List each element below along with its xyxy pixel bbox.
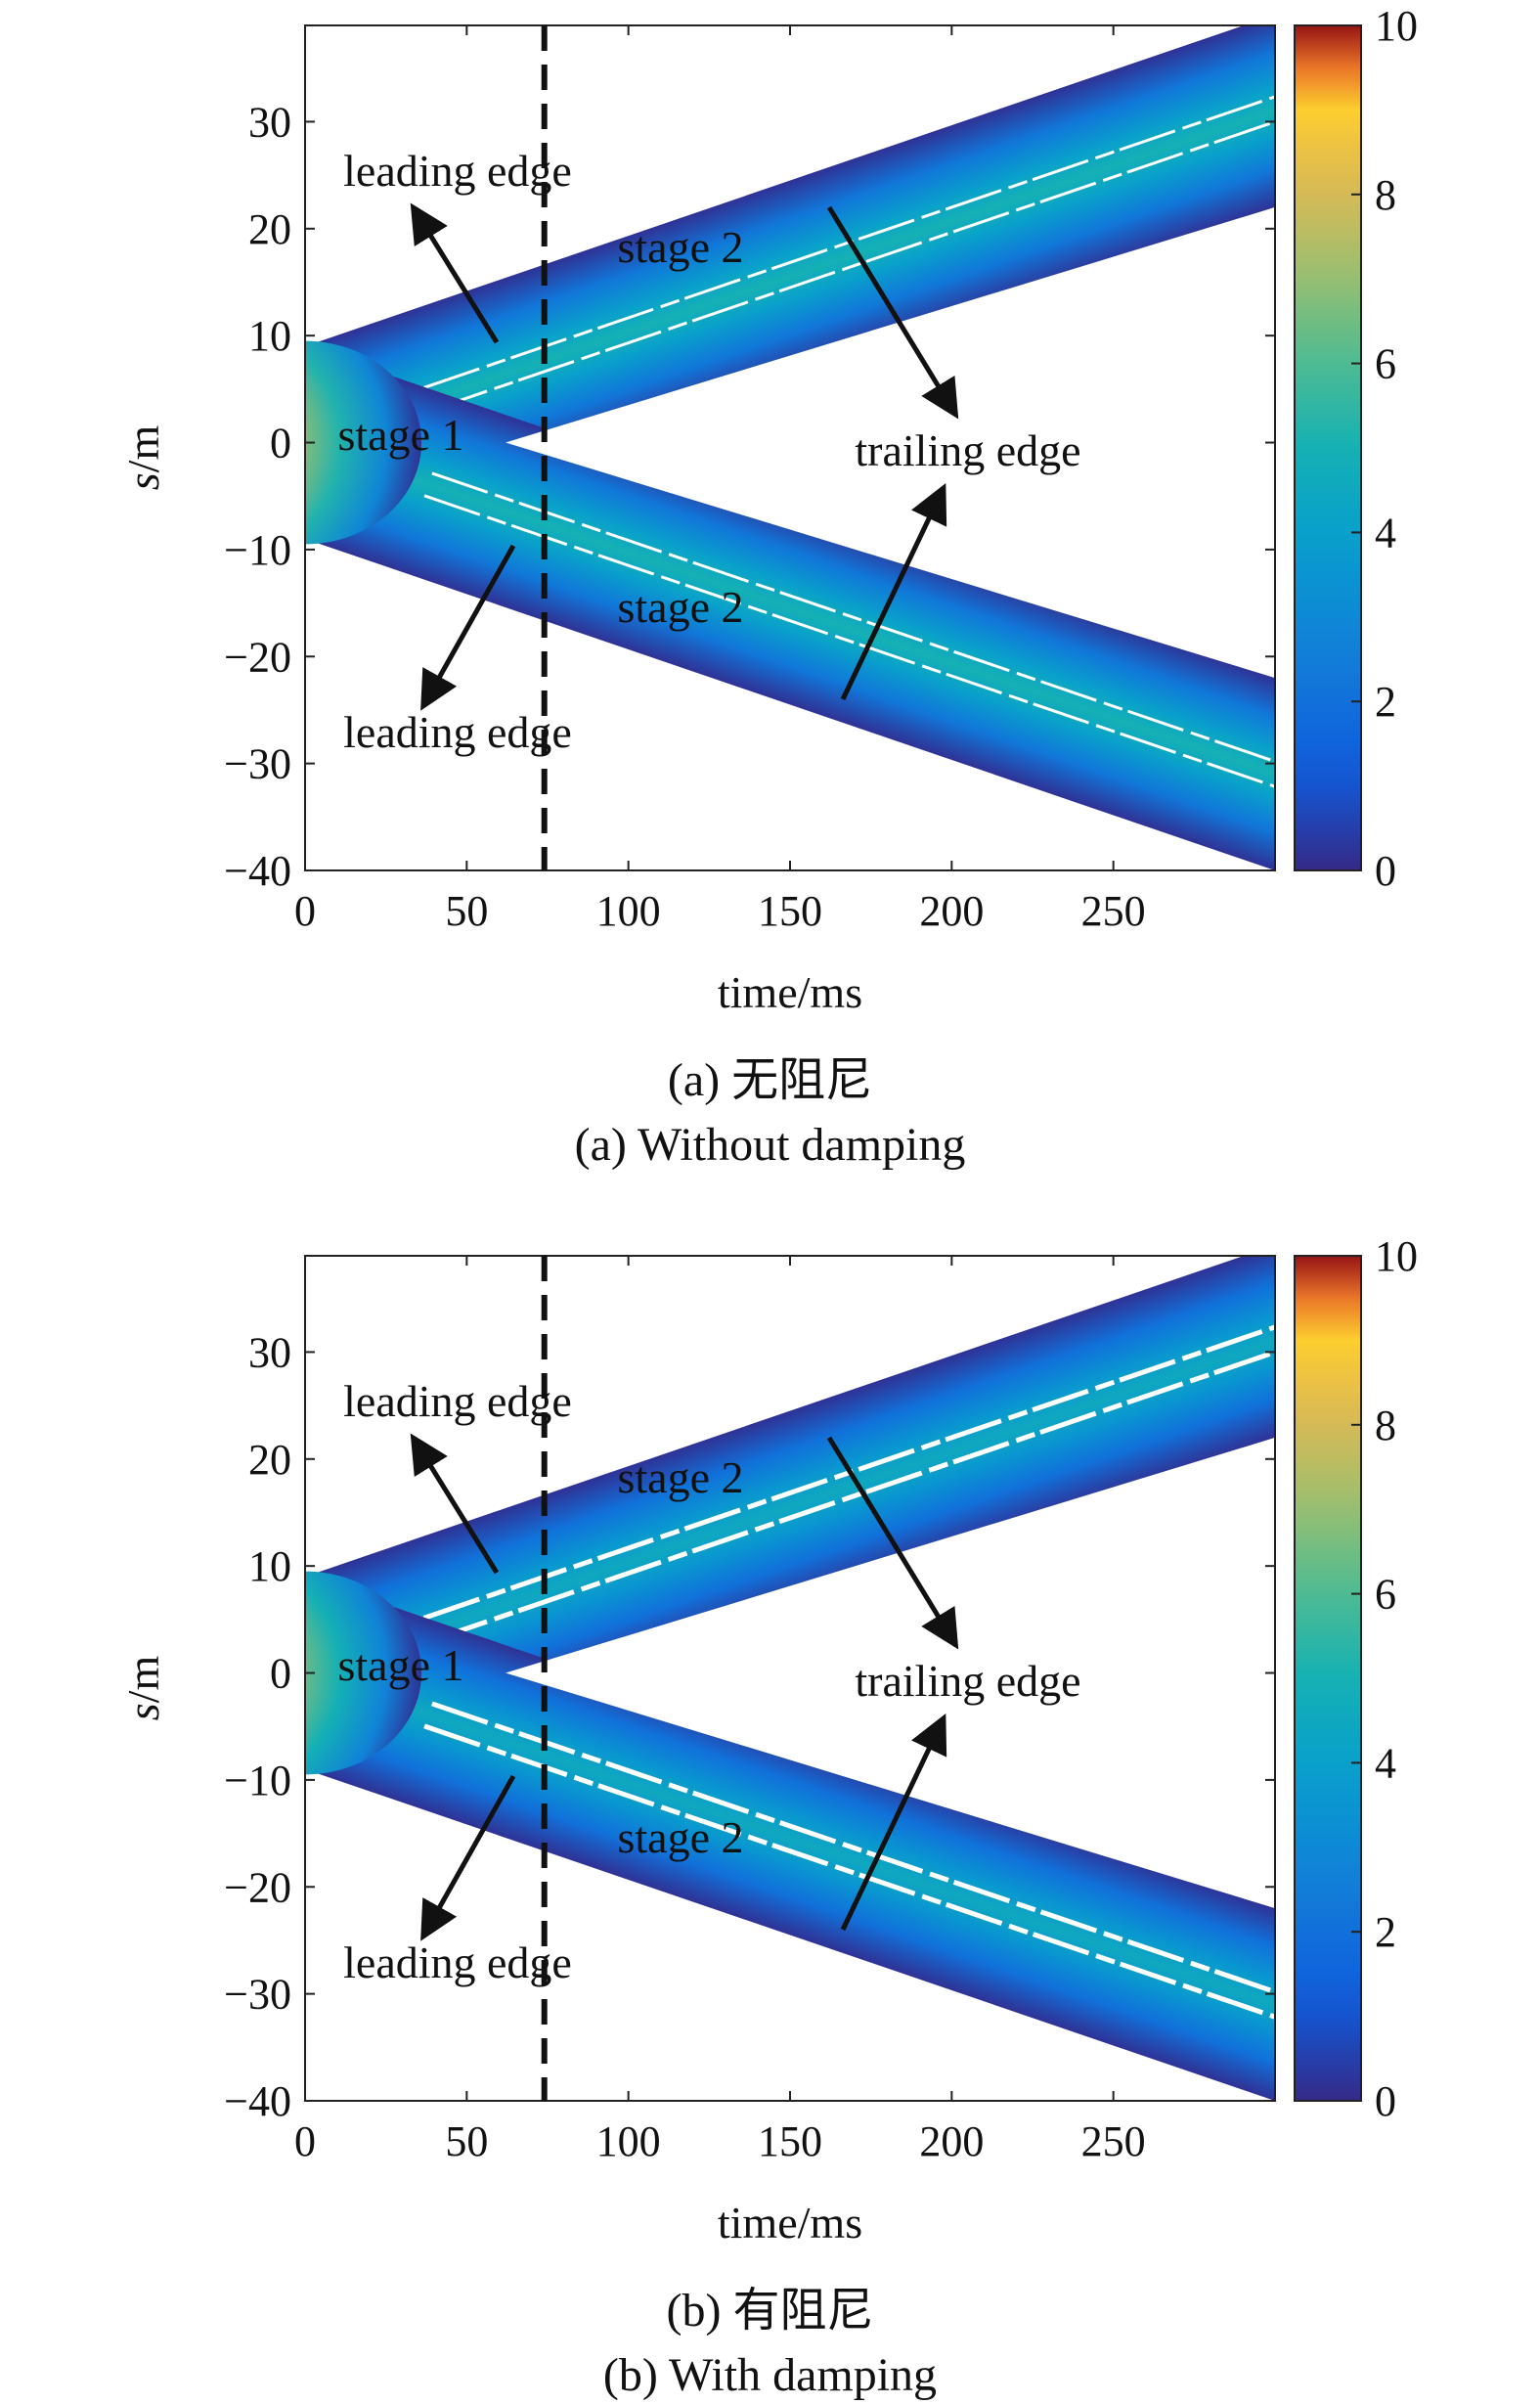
y-tick-label: −10 (224, 526, 291, 574)
colorbar-tick-label: 10 (1375, 1232, 1418, 1280)
colorbar-tick-label: 6 (1375, 340, 1396, 388)
annotation-label: stage 2 (617, 582, 743, 632)
colorbar-tick-label: 4 (1375, 509, 1396, 556)
annotation-arrow (840, 482, 947, 701)
y-tick-label: 0 (270, 1650, 291, 1698)
chart-b: 0 50 100 150 200 250−40−30−20−100102030time/m… (118, 1232, 1418, 2248)
annotation-arrow (410, 1433, 500, 1575)
y-axis-title: s/m (118, 1656, 168, 1721)
annotation-arrow (420, 544, 516, 711)
annotation-label: leading edge (343, 1376, 572, 1426)
annotation-arrow (826, 1436, 959, 1650)
y-tick-label: 30 (248, 98, 291, 146)
caption-b-en: (b) With damping (602, 2349, 938, 2401)
annotation-label: trailing edge (855, 1656, 1080, 1706)
colorbar-tick-label: 10 (1375, 2, 1418, 50)
y-tick-label: 20 (248, 205, 291, 253)
panel-b: 0 50 100 150 200 250 −40 −30 −20 −10 0 10 20 30 time/m… (0, 1230, 1540, 2404)
colorbar-tick-label: 2 (1375, 1908, 1396, 1956)
colorbar-tick-label: 4 (1375, 1739, 1396, 1787)
caption-b-cn: (b) 有阻尼 (666, 2285, 874, 2337)
y-tick-label: −10 (224, 1757, 291, 1804)
annotation-label: leading edge (343, 707, 572, 757)
y-tick-label: 0 (270, 420, 291, 467)
annotation-arrow (410, 202, 500, 344)
y-tick-label: 20 (248, 1436, 291, 1484)
x-tick-label: 0 (294, 887, 316, 935)
annotation-label: stage 1 (337, 410, 463, 460)
y-tick-label: 10 (248, 1542, 291, 1590)
annotation-arrow (420, 1774, 516, 1941)
source-blob (305, 340, 422, 545)
x-tick-label: 100 (596, 887, 661, 935)
colorbar-tick-label: 8 (1375, 171, 1396, 219)
colorbar-tick-label: 0 (1375, 847, 1396, 895)
x-tick-label: 150 (758, 2117, 822, 2165)
x-axis-title: time/ms (718, 967, 862, 1017)
annotation-arrow (840, 1713, 947, 1932)
x-tick-label: 200 (919, 887, 984, 935)
annotation-arrow (826, 205, 959, 420)
colorbar-tick-label: 0 (1375, 2077, 1396, 2125)
source-blob (305, 1571, 422, 1775)
colorbar-tick-label: 2 (1375, 678, 1396, 726)
annotation-label: stage 1 (337, 1640, 463, 1690)
trailing-void (506, 1437, 1275, 1909)
lower-wave-band (305, 356, 1275, 870)
y-tick-label: −40 (224, 847, 291, 895)
x-tick-label: 0 (294, 2117, 316, 2165)
x-tick-label: 100 (596, 2117, 661, 2165)
y-tick-label: −30 (224, 740, 291, 788)
annotation-label: leading edge (343, 1937, 572, 1987)
x-tick-label: 250 (1081, 887, 1146, 935)
lower-wave-band (305, 1586, 1275, 2101)
x-axis-title: time/ms (718, 2198, 862, 2248)
y-tick-label: −20 (224, 1863, 291, 1911)
colorbar-tick-label: 8 (1375, 1402, 1396, 1449)
trailing-void (506, 206, 1275, 679)
annotation-label: stage 2 (617, 222, 743, 272)
annotation-label: trailing edge (855, 425, 1080, 475)
x-tick-label: 50 (445, 887, 488, 935)
panel-a: 0 50 100 150 200 250 −40 −30 −20 −10 0 10 20 30 time/m… (0, 0, 1540, 1174)
annotation-label: stage 2 (617, 1812, 743, 1862)
annotation-label: leading edge (343, 146, 572, 196)
colorbar (1294, 24, 1362, 871)
y-tick-label: −40 (224, 2077, 291, 2125)
colorbar-tick-label: 6 (1375, 1571, 1396, 1619)
y-axis-title: s/m (118, 425, 168, 491)
y-tick-label: −30 (224, 1971, 291, 2019)
y-tick-label: 10 (248, 312, 291, 360)
x-tick-label: 250 (1081, 2117, 1146, 2165)
annotation-label: stage 2 (617, 1452, 743, 1502)
x-tick-label: 150 (758, 887, 822, 935)
x-tick-label: 200 (919, 2117, 984, 2165)
chart-a: 0 50 100 150 200 250−40−30−20−100102030time/m… (118, 2, 1418, 1017)
caption-a-cn: (a) 无阻尼 (667, 1054, 873, 1106)
x-tick-label: 50 (445, 2117, 488, 2165)
y-tick-label: −20 (224, 633, 291, 681)
colorbar (1294, 1255, 1362, 2102)
y-tick-label: 30 (248, 1328, 291, 1376)
caption-a-en: (a) Without damping (574, 1119, 966, 1171)
